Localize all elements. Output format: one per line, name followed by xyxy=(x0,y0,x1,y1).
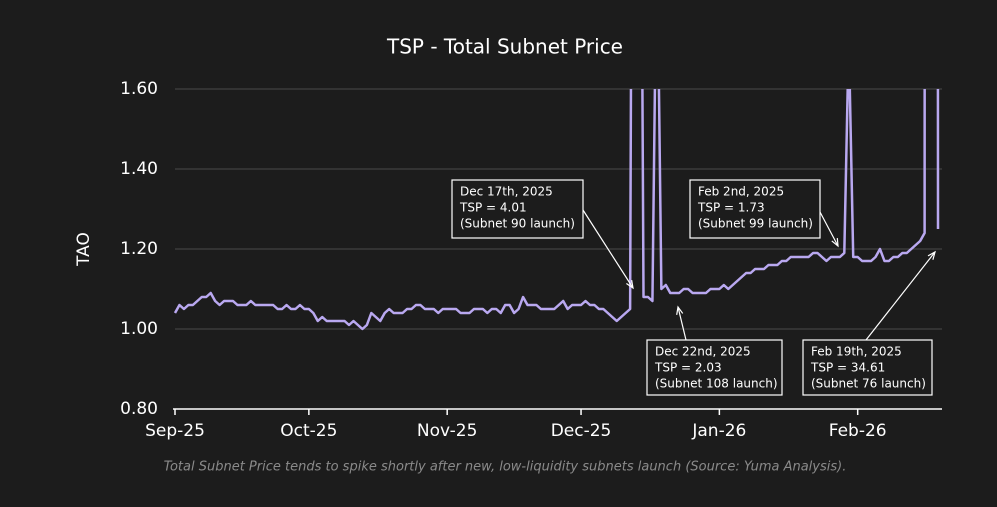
price-line xyxy=(173,89,940,331)
annotation-box xyxy=(802,339,933,396)
annotation-arrowhead xyxy=(927,250,936,260)
annotation-text: TSP = 2.03 xyxy=(654,361,722,375)
annotation-box xyxy=(689,179,821,239)
y-axis-label: TAO xyxy=(74,232,94,267)
x-tick-label: Oct-25 xyxy=(280,421,337,441)
x-tick-label: Jan-26 xyxy=(691,421,746,441)
annotation-arrow xyxy=(865,251,936,341)
annotation-arrow xyxy=(677,306,687,341)
annotation-text: (Subnet 99 launch) xyxy=(698,217,813,231)
x-tick-label: Feb-26 xyxy=(829,421,887,441)
y-tick-label: 1.00 xyxy=(120,319,158,339)
annotation-text: TSP = 1.73 xyxy=(697,201,765,215)
y-tick-label: 1.40 xyxy=(120,159,158,179)
x-tick-label: Nov-25 xyxy=(417,421,478,441)
annotation-arrowhead xyxy=(831,237,839,248)
plot-area xyxy=(173,89,940,331)
annotation-text: Feb 19th, 2025 xyxy=(811,345,902,359)
annotation-text: (Subnet 108 launch) xyxy=(655,377,778,391)
chart-title: TSP - Total Subnet Price xyxy=(386,35,623,59)
annotation-text: TSP = 34.61 xyxy=(810,361,885,375)
y-tick-label: 0.80 xyxy=(120,399,158,419)
annotation-arrow xyxy=(582,209,634,289)
x-tick-label: Sep-25 xyxy=(145,421,205,441)
annotation-text: Dec 22nd, 2025 xyxy=(655,345,751,359)
annotation-box xyxy=(646,339,783,396)
annotation-text: (Subnet 76 launch) xyxy=(811,377,926,391)
caption: Total Subnet Price tends to spike shortl… xyxy=(164,460,847,475)
annotation-text: TSP = 4.01 xyxy=(459,201,527,215)
annotation-text: Feb 2nd, 2025 xyxy=(698,185,784,199)
annotation-arrowhead xyxy=(626,280,634,290)
y-tick-label: 1.60 xyxy=(120,79,158,99)
annotation-arrow xyxy=(819,211,839,247)
x-tick-label: Dec-25 xyxy=(551,421,612,441)
annotation-text: (Subnet 90 launch) xyxy=(460,217,575,231)
y-tick-label: 1.20 xyxy=(120,239,158,259)
annotation-arrowhead xyxy=(676,305,684,315)
annotation-text: Dec 17th, 2025 xyxy=(460,185,553,199)
annotation-box xyxy=(451,179,584,239)
